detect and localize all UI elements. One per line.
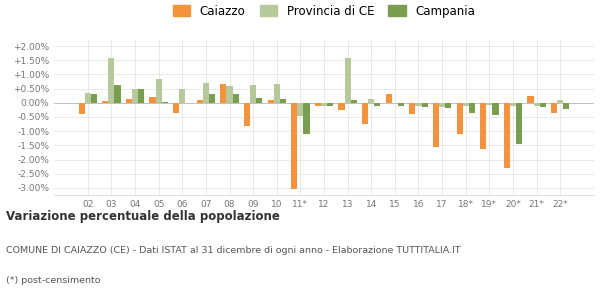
- Bar: [486, 103, 493, 105]
- Bar: [109, 58, 115, 103]
- Bar: [457, 103, 463, 134]
- Bar: [226, 86, 233, 103]
- Bar: [197, 100, 203, 103]
- Bar: [209, 94, 215, 103]
- Bar: [557, 100, 563, 103]
- Bar: [138, 89, 144, 103]
- Bar: [256, 98, 262, 103]
- Bar: [244, 103, 250, 125]
- Bar: [493, 103, 499, 115]
- Bar: [398, 103, 404, 106]
- Text: COMUNE DI CAIAZZO (CE) - Dati ISTAT al 31 dicembre di ogni anno - Elaborazione T: COMUNE DI CAIAZZO (CE) - Dati ISTAT al 3…: [6, 246, 461, 255]
- Bar: [327, 103, 333, 106]
- Bar: [91, 94, 97, 103]
- Bar: [132, 88, 138, 103]
- Bar: [203, 83, 209, 103]
- Bar: [298, 103, 304, 116]
- Bar: [551, 103, 557, 113]
- Bar: [250, 85, 256, 103]
- Bar: [344, 58, 350, 103]
- Bar: [463, 103, 469, 106]
- Bar: [268, 100, 274, 103]
- Bar: [433, 103, 439, 147]
- Bar: [422, 103, 428, 107]
- Bar: [368, 99, 374, 103]
- Text: (*) post-censimento: (*) post-censimento: [6, 276, 101, 285]
- Bar: [563, 103, 569, 109]
- Bar: [480, 103, 486, 149]
- Bar: [233, 94, 239, 103]
- Bar: [445, 103, 451, 108]
- Bar: [504, 103, 510, 168]
- Bar: [304, 103, 310, 134]
- Bar: [155, 79, 162, 103]
- Bar: [338, 103, 344, 110]
- Bar: [291, 103, 298, 189]
- Bar: [162, 102, 168, 103]
- Bar: [85, 93, 91, 103]
- Bar: [79, 103, 85, 114]
- Bar: [510, 103, 516, 106]
- Bar: [415, 103, 422, 106]
- Bar: [533, 103, 539, 106]
- Bar: [280, 99, 286, 103]
- Bar: [439, 103, 445, 107]
- Bar: [315, 103, 321, 106]
- Bar: [527, 96, 533, 103]
- Legend: Caiazzo, Provincia di CE, Campania: Caiazzo, Provincia di CE, Campania: [169, 1, 479, 21]
- Bar: [149, 97, 155, 103]
- Text: Variazione percentuale della popolazione: Variazione percentuale della popolazione: [6, 210, 280, 223]
- Bar: [173, 103, 179, 113]
- Bar: [350, 100, 357, 103]
- Bar: [179, 88, 185, 103]
- Bar: [409, 103, 415, 114]
- Bar: [274, 84, 280, 103]
- Bar: [516, 103, 522, 144]
- Bar: [220, 84, 226, 103]
- Bar: [539, 103, 546, 107]
- Bar: [362, 103, 368, 124]
- Bar: [321, 103, 327, 106]
- Bar: [374, 103, 380, 106]
- Bar: [469, 103, 475, 113]
- Bar: [386, 94, 392, 103]
- Bar: [102, 101, 109, 103]
- Bar: [115, 85, 121, 103]
- Bar: [126, 99, 132, 103]
